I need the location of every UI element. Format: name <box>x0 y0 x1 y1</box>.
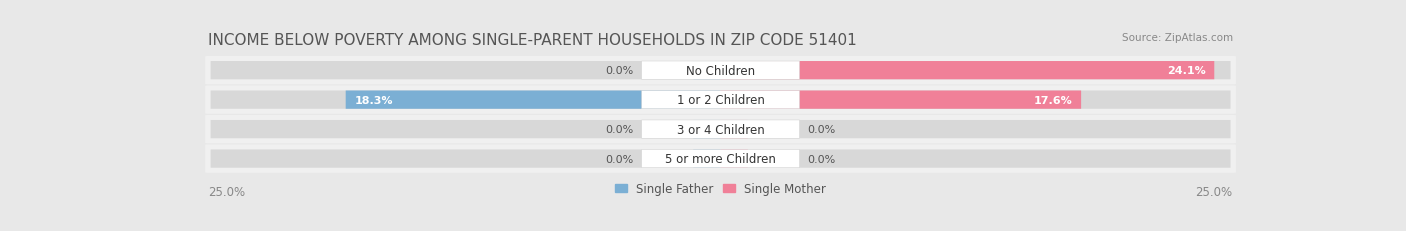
Text: Source: ZipAtlas.com: Source: ZipAtlas.com <box>1122 33 1233 43</box>
Text: 24.1%: 24.1% <box>1167 66 1205 76</box>
Text: INCOME BELOW POVERTY AMONG SINGLE-PARENT HOUSEHOLDS IN ZIP CODE 51401: INCOME BELOW POVERTY AMONG SINGLE-PARENT… <box>208 33 858 48</box>
Text: 0.0%: 0.0% <box>606 154 634 164</box>
Text: 0.0%: 0.0% <box>807 125 835 134</box>
Text: 25.0%: 25.0% <box>208 185 246 198</box>
FancyBboxPatch shape <box>205 116 1236 144</box>
FancyBboxPatch shape <box>721 120 748 139</box>
FancyBboxPatch shape <box>721 150 748 168</box>
Text: 1 or 2 Children: 1 or 2 Children <box>676 94 765 107</box>
FancyBboxPatch shape <box>693 150 721 168</box>
Text: 18.3%: 18.3% <box>354 95 392 105</box>
FancyBboxPatch shape <box>693 62 721 80</box>
FancyBboxPatch shape <box>211 150 1230 168</box>
FancyBboxPatch shape <box>211 91 1230 109</box>
Text: 3 or 4 Children: 3 or 4 Children <box>676 123 765 136</box>
FancyBboxPatch shape <box>205 86 1236 114</box>
FancyBboxPatch shape <box>346 91 721 109</box>
FancyBboxPatch shape <box>693 120 721 139</box>
Text: 25.0%: 25.0% <box>1195 185 1233 198</box>
Text: 0.0%: 0.0% <box>606 66 634 76</box>
FancyBboxPatch shape <box>641 120 800 139</box>
Legend: Single Father, Single Mother: Single Father, Single Mother <box>610 177 831 200</box>
Text: 0.0%: 0.0% <box>606 125 634 134</box>
FancyBboxPatch shape <box>721 91 1081 109</box>
FancyBboxPatch shape <box>211 62 1230 80</box>
FancyBboxPatch shape <box>211 120 1230 139</box>
FancyBboxPatch shape <box>205 145 1236 173</box>
FancyBboxPatch shape <box>205 57 1236 85</box>
Text: 5 or more Children: 5 or more Children <box>665 152 776 165</box>
FancyBboxPatch shape <box>641 91 800 109</box>
FancyBboxPatch shape <box>721 62 1215 80</box>
Text: 17.6%: 17.6% <box>1033 95 1073 105</box>
Text: 0.0%: 0.0% <box>807 154 835 164</box>
FancyBboxPatch shape <box>641 150 800 168</box>
FancyBboxPatch shape <box>641 62 800 80</box>
Text: No Children: No Children <box>686 64 755 77</box>
